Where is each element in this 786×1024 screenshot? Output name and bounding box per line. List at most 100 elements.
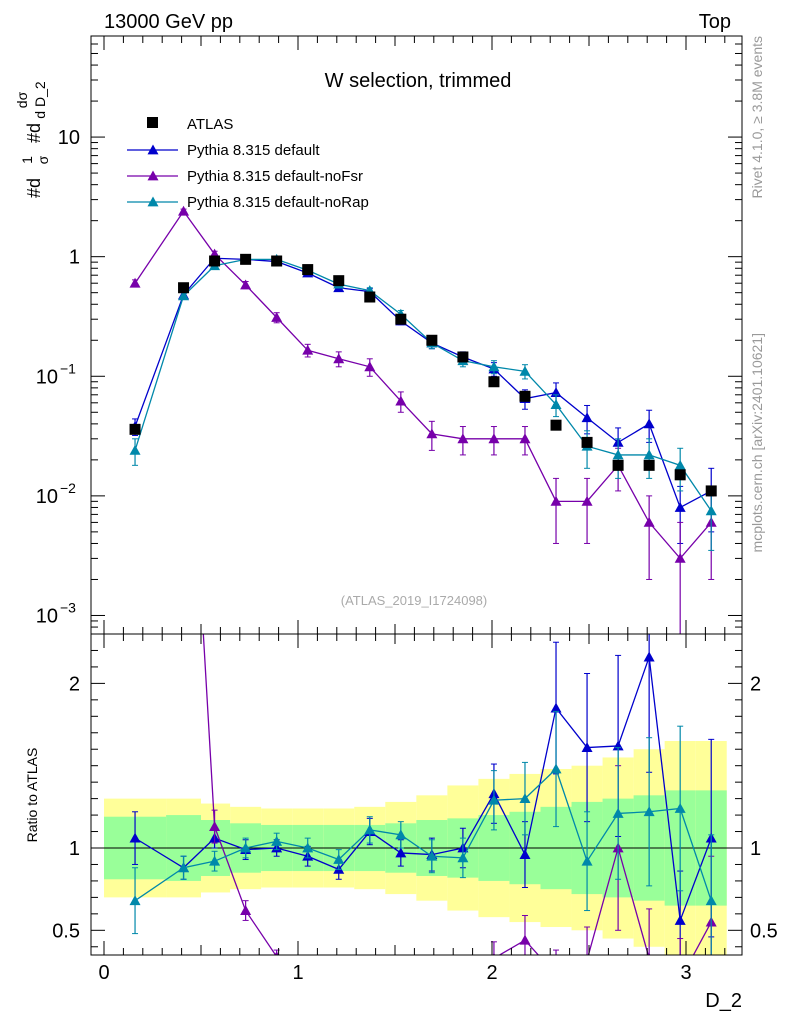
main-panel bbox=[129, 205, 717, 634]
ratio-ytick-label-left-2: 2 bbox=[69, 673, 80, 695]
data-marker-5 bbox=[302, 264, 314, 276]
main-marker-s1-12 bbox=[519, 433, 531, 444]
ratio-marker-s1-5 bbox=[302, 973, 313, 983]
data-marker-14 bbox=[581, 436, 593, 448]
main-marker-s2-0 bbox=[129, 444, 141, 455]
ratio-marker-s0-13 bbox=[550, 702, 562, 713]
ratio-marker-s0-12 bbox=[519, 849, 531, 859]
ratio-marker-s2-7 bbox=[364, 824, 376, 835]
main-marker-s0-17 bbox=[674, 501, 686, 512]
main-line-series-1 bbox=[134, 210, 712, 560]
chart-title: W selection, trimmed bbox=[325, 70, 512, 92]
main-marker-s2-1 bbox=[178, 290, 190, 301]
main-marker-s2-13 bbox=[550, 399, 562, 409]
ratio-marker-s2-6 bbox=[333, 854, 345, 864]
data-marker-13 bbox=[550, 419, 562, 431]
legend-label-s0: Pythia 8.315 default bbox=[187, 142, 320, 159]
legend-label-s1: Pythia 8.315 default-noFsr bbox=[187, 168, 363, 185]
data-marker-1 bbox=[178, 282, 190, 294]
main-marker-s1-8 bbox=[395, 395, 407, 406]
main-marker-s2-16 bbox=[643, 449, 655, 460]
ylabel-num1: 1 bbox=[19, 156, 35, 164]
main-marker-s1-11 bbox=[488, 433, 500, 444]
main-marker-s1-5 bbox=[302, 344, 314, 355]
main-y-axis-label: #d 1 σ #d dσ d D_2 bbox=[14, 81, 51, 198]
data-marker-6 bbox=[333, 275, 345, 287]
ratio-marker-s1-11 bbox=[492, 952, 496, 955]
xtick-label-3: 3 bbox=[680, 962, 691, 984]
ratio-marker-s2-0 bbox=[129, 895, 141, 906]
ratio-marker-s1-12 bbox=[519, 934, 531, 945]
ratio-ytick-label-right-1: 1 bbox=[750, 838, 761, 860]
data-marker-9 bbox=[426, 334, 438, 346]
main-ytick-label-2: 10 bbox=[36, 366, 58, 388]
main-marker-s2-11 bbox=[488, 361, 500, 372]
main-marker-s1-14 bbox=[581, 495, 593, 506]
ratio-marker-s1-9 bbox=[426, 979, 437, 989]
ratio-marker-s0-17 bbox=[674, 914, 686, 925]
main-ytick-label-3: 1 bbox=[69, 247, 80, 269]
main-marker-s2-12 bbox=[519, 365, 531, 376]
ratio-marker-s1-16 bbox=[647, 952, 651, 955]
x-axis-label: D_2 bbox=[705, 990, 742, 1012]
ratio-marker-s1-2 bbox=[209, 821, 221, 831]
ratio-marker-s0-14 bbox=[581, 742, 593, 752]
main-marker-s1-7 bbox=[364, 361, 376, 372]
header-left: 13000 GeV pp bbox=[104, 11, 233, 33]
ratio-ytick-label-left-0: 0.5 bbox=[52, 920, 80, 942]
main-marker-s1-4 bbox=[271, 312, 283, 322]
ratio-y-label: Ratio to ATLAS bbox=[24, 748, 40, 843]
xtick-label-0: 0 bbox=[98, 962, 109, 984]
ratio-marker-s2-18 bbox=[705, 895, 717, 906]
ratio-marker-s1-8 bbox=[395, 973, 406, 983]
legend-marker-s2 bbox=[147, 196, 159, 207]
main-marker-s1-3 bbox=[240, 279, 252, 290]
ratio-marker-s1-13 bbox=[551, 969, 562, 979]
header-right: Top bbox=[699, 11, 731, 33]
ratio-marker-s2-1 bbox=[178, 862, 190, 873]
ratio-marker-s2-3 bbox=[240, 842, 252, 853]
main-marker-s1-10 bbox=[457, 433, 469, 444]
data-marker-4 bbox=[271, 255, 283, 267]
legend-label-s2: Pythia 8.315 default-noRap bbox=[187, 194, 369, 211]
analysis-id: (ATLAS_2019_I1724098) bbox=[341, 593, 487, 608]
data-marker-12 bbox=[519, 390, 531, 402]
main-line-series-2 bbox=[134, 258, 712, 512]
ratio-marker-s2-16 bbox=[643, 806, 655, 817]
data-marker-18 bbox=[705, 485, 717, 497]
ylabel-pre2: #d bbox=[24, 123, 44, 143]
main-ytick-label-0: 10 bbox=[36, 605, 58, 627]
data-marker-0 bbox=[129, 423, 141, 435]
legend-marker-data bbox=[147, 117, 158, 128]
ratio-marker-s0-8 bbox=[395, 847, 407, 858]
rivet-label: Rivet 4.1.0, ≥ 3.8M events bbox=[749, 36, 765, 199]
main-marker-s0-14 bbox=[581, 412, 593, 423]
main-ytick-exp-0: −3 bbox=[60, 599, 76, 615]
main-marker-s2-15 bbox=[612, 449, 624, 460]
ratio-marker-s1-3 bbox=[240, 905, 252, 915]
ratio-ytick-label-right-2: 2 bbox=[750, 673, 761, 695]
data-marker-2 bbox=[209, 255, 221, 267]
data-marker-15 bbox=[612, 459, 624, 471]
data-marker-16 bbox=[643, 459, 655, 471]
main-ytick-label-1: 10 bbox=[36, 486, 58, 508]
ylabel-den1: σ bbox=[35, 155, 51, 164]
ratio-frame bbox=[90, 633, 743, 956]
ratio-marker-s2-15 bbox=[612, 807, 624, 818]
ratio-panel bbox=[91, 634, 742, 989]
legend-label-data: ATLAS bbox=[187, 116, 233, 133]
xtick-label-2: 2 bbox=[486, 962, 497, 984]
ratio-ytick-label-right-0: 0.5 bbox=[750, 920, 778, 942]
main-marker-s2-18 bbox=[705, 505, 717, 516]
main-marker-s1-16 bbox=[643, 516, 655, 527]
data-marker-11 bbox=[488, 376, 500, 388]
ratio-marker-s2-14 bbox=[581, 855, 593, 866]
ratio-marker-s0-16 bbox=[643, 651, 655, 662]
ratio-marker-s1-14 bbox=[586, 954, 588, 955]
main-line-series-0 bbox=[134, 257, 712, 509]
main-marker-s1-9 bbox=[426, 428, 438, 439]
main-marker-s1-1 bbox=[178, 205, 190, 216]
data-marker-17 bbox=[674, 469, 686, 481]
